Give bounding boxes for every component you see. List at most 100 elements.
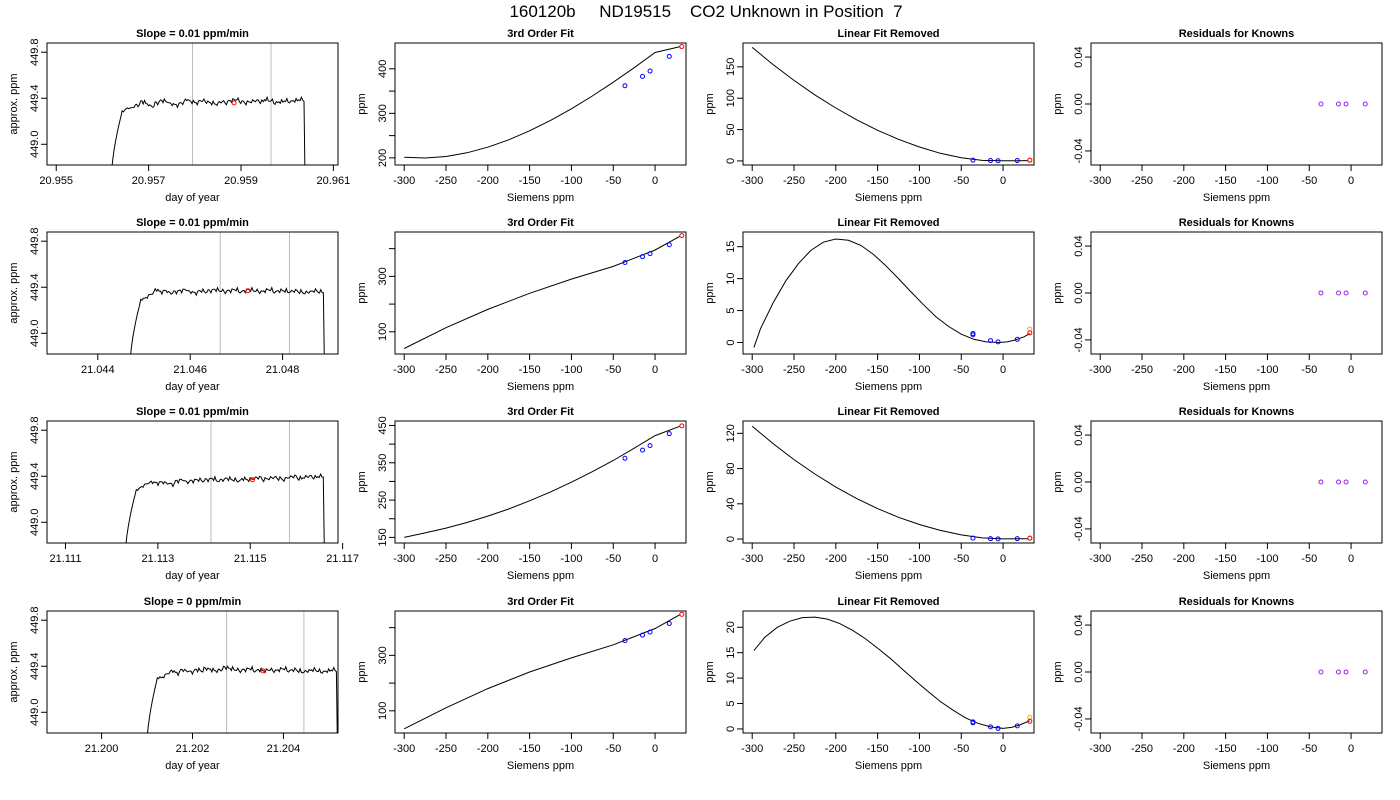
panel-frame	[46, 42, 339, 166]
y-tick-label: 50	[725, 123, 737, 135]
known-residual-point	[1362, 479, 1368, 485]
y-tick-label: 100	[377, 702, 389, 720]
x-tick-label: -100	[1256, 364, 1278, 376]
known-point	[1014, 336, 1020, 342]
sample-marker	[250, 477, 256, 483]
x-tick-label: -100	[908, 175, 930, 187]
y-tick-label: 449.8	[29, 416, 41, 444]
y-tick-label: 449.4	[29, 462, 41, 490]
x-tick-label: -100	[908, 364, 930, 376]
panel-data	[111, 43, 306, 165]
y-axis-label: approx. ppm	[8, 451, 20, 512]
y-tick-label: 449.4	[29, 273, 41, 301]
panel-data	[1318, 290, 1368, 296]
known-point	[988, 338, 994, 344]
y-tick-label: 5	[725, 308, 737, 314]
x-tick-label: -100	[1256, 553, 1278, 565]
x-tick-label: -150	[1215, 553, 1237, 565]
y-axis-label: approx. ppm	[8, 641, 20, 702]
panel-timeseries-row-2: Slope = 0.01 ppm/min 21.044 21.046 21.048 44…	[8, 217, 339, 393]
panel-frame	[46, 420, 339, 544]
known-point	[666, 620, 672, 626]
x-tick-label: -300	[741, 364, 763, 376]
x-tick-label: 20.957	[132, 175, 166, 187]
x-axis-label: Siemens ppm	[855, 570, 922, 582]
panel-title: Linear Fit Removed	[837, 217, 939, 229]
x-tick-label: -100	[1256, 175, 1278, 187]
panel-title: 3rd Order Fit	[507, 596, 574, 608]
known-point	[622, 260, 628, 265]
panel-frame	[394, 420, 687, 544]
panel-fit-row-4: 3rd Order Fit -300 -250 -200 -150 -100 -50 0 100…	[356, 596, 687, 772]
known-point	[647, 443, 653, 449]
panel-frame	[1090, 420, 1383, 544]
known-residual-point	[1362, 290, 1368, 296]
panel-residual-row-1: Linear Fit Removed -300 -250 -200 -150 -100 -5…	[704, 28, 1035, 204]
known-point	[995, 536, 1001, 542]
x-tick-label: 0	[1348, 364, 1354, 376]
y-tick-label: 0.04	[1073, 235, 1085, 256]
x-tick-label: -100	[560, 364, 582, 376]
x-tick-label: -300	[393, 743, 415, 755]
y-tick-label: 0	[725, 726, 737, 732]
panel-frame	[742, 42, 1035, 166]
x-tick-label: -200	[477, 175, 499, 187]
panel-timeseries-row-3: Slope = 0.01 ppm/min 21.111 21.113 21.115 21…	[8, 406, 359, 582]
x-tick-label: -200	[1173, 364, 1195, 376]
panel-frame	[394, 231, 687, 355]
y-tick-label: 100	[377, 323, 389, 341]
known-residual-point	[1336, 290, 1342, 296]
y-tick-label: 449.8	[29, 227, 41, 255]
x-tick-label: -200	[477, 553, 499, 565]
x-tick-label: -250	[1131, 364, 1153, 376]
known-residual-point	[1343, 669, 1349, 675]
x-tick-label: -300	[393, 553, 415, 565]
y-axis-label: ppm	[704, 282, 716, 303]
known-point	[647, 629, 653, 635]
x-tick-label: -300	[1089, 553, 1111, 565]
panel-knowns-row-1: Residuals for Knowns -300 -250 -200 -150 -100…	[1052, 28, 1383, 204]
y-tick-label: 0.00	[1073, 471, 1085, 492]
panel-frame	[1090, 610, 1383, 734]
signal-line	[130, 286, 325, 354]
x-tick-label: -50	[605, 553, 621, 565]
x-tick-label: 21.204	[267, 743, 301, 755]
panel-residual-row-4: Linear Fit Removed -300 -250 -200 -150 -100 -5…	[704, 596, 1035, 772]
y-tick-label: 20	[725, 621, 737, 633]
known-point	[622, 455, 628, 461]
y-tick-label: -0.04	[1073, 138, 1085, 163]
panel-title: Slope = 0.01 ppm/min	[136, 28, 249, 40]
panel-title: Linear Fit Removed	[837, 596, 939, 608]
x-tick-label: -300	[1089, 175, 1111, 187]
x-tick-label: 21.111	[49, 553, 81, 565]
y-tick-label: 10	[725, 273, 737, 285]
panel-residual-row-3: Linear Fit Removed -300 -250 -200 -150 -100 -5…	[704, 406, 1035, 582]
y-tick-label: 10	[725, 672, 737, 684]
x-axis-label: Siemens ppm	[855, 381, 922, 393]
sample-marker	[260, 668, 266, 674]
x-tick-label: -150	[867, 175, 889, 187]
panel-data	[404, 44, 685, 159]
x-tick-label: 20.959	[224, 175, 258, 187]
panel-data	[130, 232, 325, 354]
x-tick-label: 21.048	[266, 364, 300, 376]
x-tick-label: -50	[605, 743, 621, 755]
y-tick-label: 0.04	[1073, 614, 1085, 635]
known-point	[970, 157, 976, 163]
x-tick-label: -50	[1301, 175, 1317, 187]
y-axis-label: ppm	[1052, 471, 1064, 492]
unknown-point	[1027, 157, 1033, 163]
unknown-point	[1027, 330, 1033, 336]
y-axis-label: ppm	[356, 93, 368, 114]
y-tick-label: 300	[377, 646, 389, 664]
y-tick-label: 350	[377, 454, 389, 472]
known-residual-point	[1318, 479, 1324, 485]
panel-title: 3rd Order Fit	[507, 406, 574, 418]
x-tick-label: -250	[435, 175, 457, 187]
x-axis-label: day of year	[165, 192, 220, 204]
signal-line	[147, 665, 338, 733]
x-tick-label: -200	[825, 364, 847, 376]
known-point	[988, 536, 994, 542]
x-axis-label: Siemens ppm	[1203, 381, 1270, 393]
x-tick-label: 20.961	[317, 175, 351, 187]
